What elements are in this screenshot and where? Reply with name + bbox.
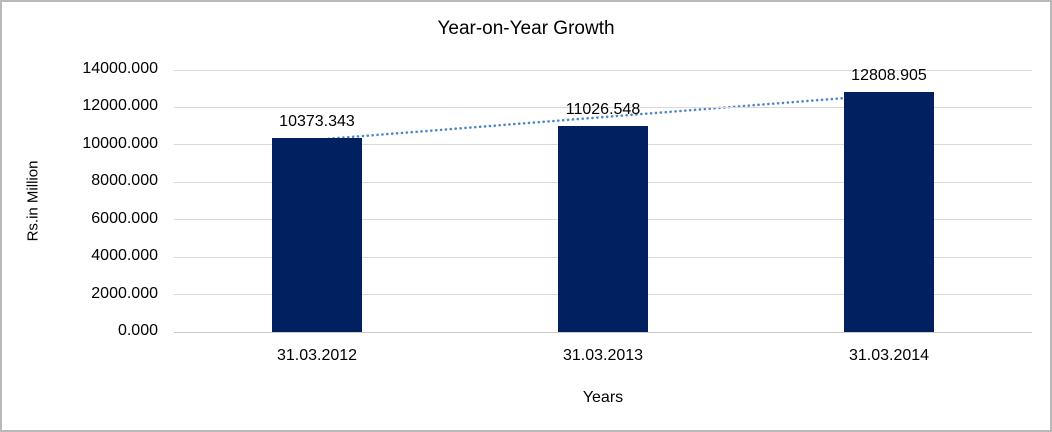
bar[interactable]	[272, 137, 362, 332]
bar[interactable]	[844, 92, 934, 332]
category-label: 31.03.2012	[276, 347, 358, 364]
bar-value-label: 12808.905	[851, 67, 927, 85]
y-tick-label: 8000.000	[91, 172, 158, 190]
y-tick-label: 14000.000	[82, 60, 158, 77]
x-axis-title: Years	[582, 389, 624, 406]
y-tick-label: 4000.000	[91, 247, 158, 265]
category-label: 31.03.2013	[562, 347, 644, 364]
gridline	[174, 69, 1032, 71]
y-tick-label: 6000.000	[91, 209, 158, 227]
category-label: 31.03.2014	[848, 347, 930, 364]
x-axis-line	[174, 331, 1032, 333]
y-tick-label: 12000.000	[82, 97, 158, 115]
y-tick-label: 10000.000	[82, 134, 158, 152]
y-tick-label: 2000.000	[91, 284, 158, 302]
bar[interactable]	[558, 125, 648, 332]
bar-value-label: 10373.343	[279, 112, 355, 130]
y-tick-label: 0.000	[117, 322, 158, 339]
bar-value-label: 11026.548	[565, 100, 641, 118]
gridline	[174, 106, 1032, 108]
chart-title: Year-on-Year Growth	[437, 18, 615, 39]
